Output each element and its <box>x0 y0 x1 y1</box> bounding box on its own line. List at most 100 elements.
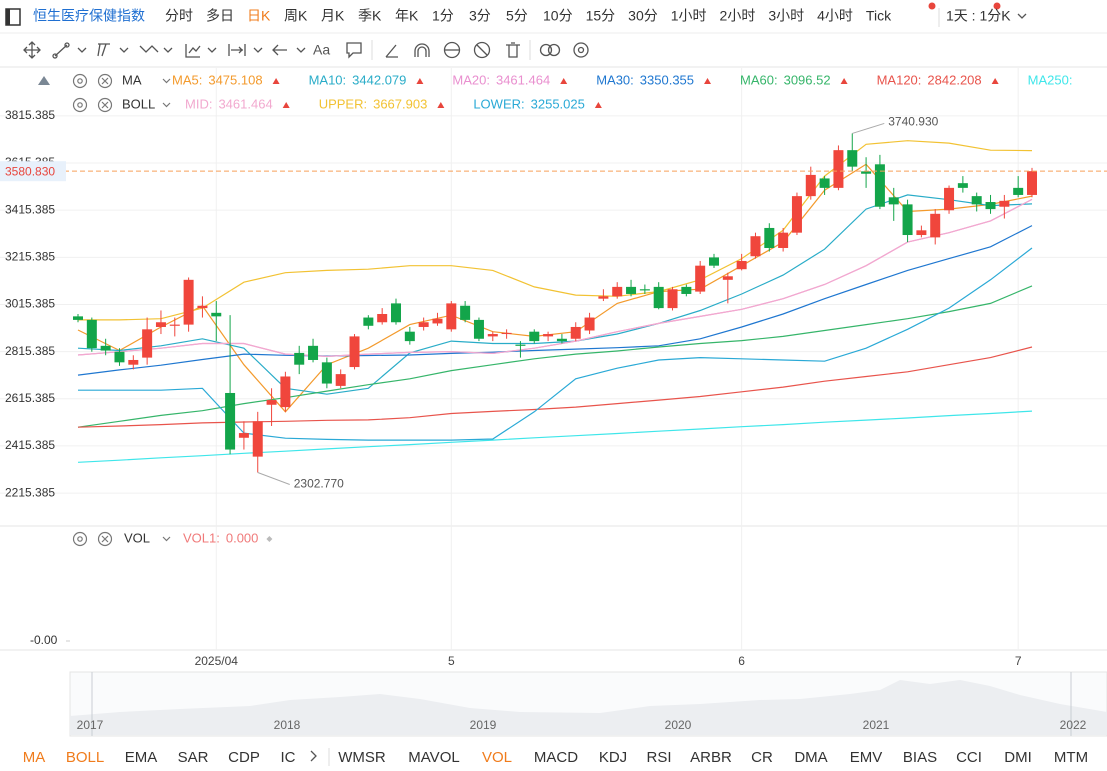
hide-tool[interactable] <box>473 41 491 59</box>
period-tab[interactable]: 4小时 <box>817 8 853 24</box>
indicator-tab[interactable]: DMA <box>794 749 827 766</box>
period-tab[interactable]: Tick <box>866 8 892 24</box>
period-tab[interactable]: 年K <box>395 8 419 24</box>
magnet-tool[interactable] <box>414 43 430 57</box>
legend-value: 3350.355 <box>640 72 694 87</box>
period-tab[interactable]: 3小时 <box>768 8 804 24</box>
tabs-more[interactable] <box>310 750 317 762</box>
line-tool-end <box>52 53 58 59</box>
indicator-line <box>77 198 1033 358</box>
candle-body <box>764 227 775 248</box>
indicator-tab[interactable]: DMI <box>1004 749 1032 766</box>
volume-settings[interactable] <box>72 531 88 547</box>
indicator-tab[interactable]: MAVOL <box>408 749 459 766</box>
indicator-tab[interactable]: IC <box>281 749 296 766</box>
indicator-tab[interactable]: VOL <box>482 749 512 766</box>
navigator-year: 2017 <box>77 718 104 732</box>
channel-tool[interactable] <box>97 43 110 57</box>
legend-arrow <box>594 102 602 108</box>
move-tool[interactable] <box>23 41 41 59</box>
indicator-tab[interactable]: BIAS <box>903 749 937 766</box>
indicator-tab[interactable]: CR <box>751 749 773 766</box>
indicator-tab[interactable]: ARBR <box>690 749 732 766</box>
legend-value: 3442.079 <box>352 72 406 87</box>
candle-body <box>805 174 816 197</box>
candle-body <box>570 326 581 339</box>
candle-body <box>529 331 540 342</box>
volume-chevron[interactable] <box>162 536 171 542</box>
delete-tool[interactable] <box>506 42 520 58</box>
indicator-chevron[interactable] <box>162 102 171 108</box>
period-tab[interactable]: 日K <box>247 8 271 24</box>
dropdown-chevron[interactable] <box>1017 13 1027 19</box>
high-label: 3740.930 <box>888 115 938 129</box>
collapse-toggle[interactable] <box>38 76 50 85</box>
dropdown-chevron[interactable] <box>163 47 173 53</box>
indicator-tab[interactable]: MACD <box>534 749 578 766</box>
indicator-close[interactable] <box>97 73 113 89</box>
text-tool[interactable]: Aa <box>313 42 330 58</box>
period-tab[interactable]: 3分 <box>469 8 491 24</box>
arrow-tool[interactable] <box>272 44 287 56</box>
indicator-tab[interactable]: CCI <box>956 749 982 766</box>
period-tab[interactable]: 30分 <box>628 8 658 24</box>
period-tab[interactable]: 分时 <box>165 8 193 24</box>
candle-body <box>598 296 609 299</box>
candle-body <box>238 433 249 438</box>
period-tab[interactable]: 多日 <box>206 8 234 24</box>
period-tab[interactable]: 15分 <box>586 8 616 24</box>
period-tab[interactable]: 5分 <box>506 8 528 24</box>
dropdown-chevron[interactable] <box>207 47 217 53</box>
indicator-chevron[interactable] <box>162 78 171 84</box>
indicator-tab[interactable]: MA <box>23 749 46 766</box>
legend-value: 3667.903 <box>373 96 427 111</box>
dropdown-chevron[interactable] <box>119 47 129 53</box>
volume-close[interactable] <box>97 531 113 547</box>
indicator-line <box>78 140 1033 321</box>
indicator-tab[interactable]: MTM <box>1054 749 1088 766</box>
indicator-tab[interactable]: RSI <box>646 749 671 766</box>
note-tool[interactable] <box>346 42 362 59</box>
line-tool[interactable] <box>54 44 68 57</box>
period-tab[interactable]: 2小时 <box>720 8 756 24</box>
compare-tool[interactable] <box>539 43 553 57</box>
candle-body <box>1027 171 1037 195</box>
candle-body <box>501 332 512 335</box>
legend-name: MA30: <box>596 72 634 87</box>
indicator-settings[interactable] <box>72 73 88 89</box>
wave-tool[interactable] <box>139 45 159 53</box>
indicator-tab[interactable]: BOLL <box>66 749 104 766</box>
indicator-tab[interactable]: EMA <box>125 749 158 766</box>
indicator-tab[interactable]: EMV <box>850 749 883 766</box>
legend-arrow <box>704 78 712 84</box>
measure-tool[interactable] <box>228 44 246 56</box>
volume-value: 0.000 <box>226 530 259 545</box>
sync-tool[interactable] <box>443 41 461 59</box>
fib-tool[interactable] <box>185 44 201 58</box>
indicator-close[interactable] <box>97 97 113 113</box>
candle-body <box>183 279 194 325</box>
candle-body <box>377 314 388 323</box>
instrument-title[interactable]: 恒生医疗保健指数 <box>33 8 145 24</box>
navigator-year: 2019 <box>470 718 497 732</box>
settings-tool[interactable] <box>573 42 589 58</box>
indicator-settings[interactable] <box>72 97 88 113</box>
indicator-tab[interactable]: CDP <box>228 749 260 766</box>
candle-body <box>667 289 678 309</box>
indicator-tab[interactable]: WMSR <box>338 749 386 766</box>
interval-select[interactable]: 1天 : 1分K <box>946 8 1011 24</box>
candle-body <box>916 230 927 236</box>
dropdown-chevron[interactable] <box>253 47 263 53</box>
period-tab[interactable]: 月K <box>321 8 345 24</box>
period-tab[interactable]: 1分 <box>432 8 454 24</box>
period-tab[interactable]: 10分 <box>543 8 573 24</box>
indicator-tab[interactable]: SAR <box>178 749 209 766</box>
angle-tool[interactable] <box>385 44 398 58</box>
dropdown-chevron[interactable] <box>296 47 306 53</box>
period-tab[interactable]: 周K <box>284 8 308 24</box>
dropdown-chevron[interactable] <box>77 47 87 53</box>
period-tab[interactable]: 1小时 <box>671 8 707 24</box>
period-tab[interactable]: 季K <box>358 8 382 24</box>
indicator-tab[interactable]: KDJ <box>599 749 627 766</box>
